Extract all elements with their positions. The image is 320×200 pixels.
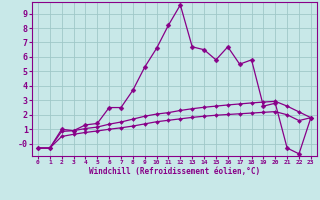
X-axis label: Windchill (Refroidissement éolien,°C): Windchill (Refroidissement éolien,°C)	[89, 167, 260, 176]
